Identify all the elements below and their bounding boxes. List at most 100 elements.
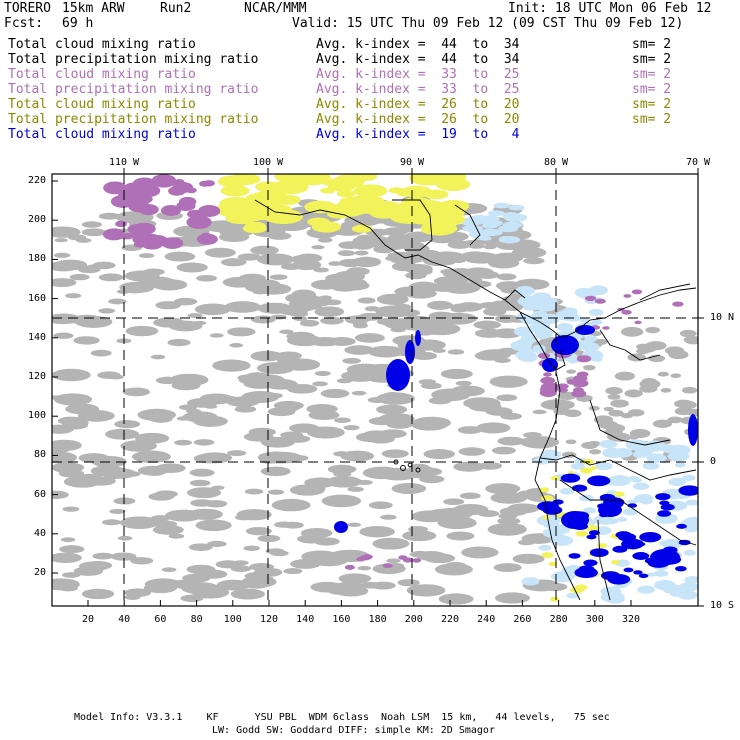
cloud-cell — [531, 310, 548, 319]
cloud-cell — [391, 261, 419, 272]
cloud-cell — [53, 332, 74, 339]
cloud-cell — [330, 281, 360, 292]
cloud-cell — [634, 320, 642, 325]
cloud-cell — [53, 393, 93, 406]
cloud-cell — [608, 409, 624, 417]
cloud-cell — [447, 349, 465, 355]
cloud-cell — [423, 449, 456, 460]
cloud-cell — [566, 592, 580, 599]
cloud-cell — [426, 508, 461, 520]
cloud-cell — [357, 565, 372, 571]
cloud-cell — [311, 245, 325, 250]
cloud-yellow-field — [214, 174, 625, 602]
cloud-cell — [249, 562, 275, 571]
cloud-cell — [515, 350, 533, 359]
cloud-cell — [120, 440, 157, 452]
cloud-cell — [646, 453, 667, 463]
cloud-cell — [81, 221, 103, 228]
cloud-cell — [173, 297, 198, 306]
cloud-cell — [234, 405, 257, 413]
init-time: Init: 18 UTC Mon 06 Feb 12 — [508, 1, 712, 16]
y-tick-label: 140 — [27, 331, 46, 343]
cloud-cell — [382, 563, 393, 569]
cloud-cell — [108, 298, 127, 305]
cloud-cell — [52, 368, 91, 382]
cloud-cell — [356, 557, 366, 562]
cloud-cell — [681, 474, 696, 482]
cloud-cell — [297, 534, 326, 544]
cloud-cell — [299, 319, 320, 327]
cloud-cell — [493, 202, 511, 209]
cloud-cell — [137, 184, 161, 197]
cloud-cell — [248, 427, 276, 437]
cloud-cell — [292, 289, 316, 298]
cloud-cell — [295, 253, 323, 263]
cloud-cell — [431, 174, 454, 181]
cloud-cell — [594, 298, 606, 304]
cloud-cell — [167, 338, 191, 347]
legend-kindex: Avg. k-index = 19 to 4 — [316, 127, 520, 142]
cloud-cell — [639, 379, 661, 389]
cloud-cell — [492, 493, 517, 501]
cloud-cell — [540, 376, 556, 385]
legend-kindex: Avg. k-index = 26 to 20 — [316, 112, 520, 127]
cloud-cell — [178, 404, 197, 411]
cloud-cell — [495, 314, 519, 323]
cloud-cell — [229, 343, 244, 348]
cloud-cell — [602, 447, 625, 459]
cloud-cell — [367, 397, 387, 404]
cloud-cell — [195, 519, 232, 532]
cloud-cell — [586, 534, 597, 540]
cloud-cell — [598, 503, 622, 517]
cloud-cell — [428, 397, 452, 405]
cloud-cell — [643, 440, 667, 452]
cloud-cell — [427, 300, 454, 310]
cloud-cell — [327, 464, 357, 474]
cloud-cell — [344, 345, 375, 355]
cloud-cell — [599, 439, 618, 449]
cloud-cell — [542, 358, 558, 372]
cloud-cell — [243, 545, 261, 551]
cloud-cell — [317, 237, 333, 243]
cloud-cell — [338, 573, 372, 584]
cloud-cell — [186, 564, 216, 575]
cloud-cell — [678, 539, 691, 546]
cloud-cell — [556, 323, 574, 332]
cloud-cell — [303, 296, 333, 307]
cloud-cell — [169, 579, 197, 589]
x-tick-label: 40 — [118, 614, 131, 625]
lon-label: 100 W — [252, 157, 284, 168]
cloud-cell — [684, 526, 698, 533]
cloud-cell — [150, 354, 166, 360]
cloud-cell — [344, 315, 370, 324]
cloud-cell — [364, 306, 380, 312]
cloud-cell — [168, 533, 185, 539]
cloud-cell — [455, 380, 472, 386]
cloud-cell — [73, 336, 100, 345]
resolution: 15km ARW — [62, 1, 125, 16]
cloud-cell — [672, 301, 684, 307]
cloud-cell — [254, 575, 274, 583]
cloud-cell — [487, 210, 505, 217]
cloud-cell — [421, 225, 443, 235]
cloud-cell — [293, 316, 308, 322]
cloud-cell — [105, 428, 140, 440]
cloud-cell — [279, 329, 294, 335]
cloud-cell — [138, 253, 155, 259]
cloud-cell — [280, 174, 308, 185]
cloud-cell — [539, 487, 550, 493]
cloud-cell — [638, 573, 649, 579]
cloud-cell — [491, 446, 516, 455]
coastlines — [254, 199, 697, 601]
cloud-cell — [508, 204, 525, 211]
cloud-cell — [230, 174, 261, 185]
cloud-cell — [380, 514, 397, 520]
cloud-cell — [354, 333, 385, 343]
cloud-cell — [339, 196, 367, 208]
cloud-cell — [419, 475, 445, 484]
cloud-cell — [115, 220, 127, 228]
cloud-cell — [607, 475, 632, 487]
cloud-cell — [90, 349, 112, 357]
cloud-cell — [571, 389, 587, 398]
cloud-cell — [160, 205, 182, 216]
